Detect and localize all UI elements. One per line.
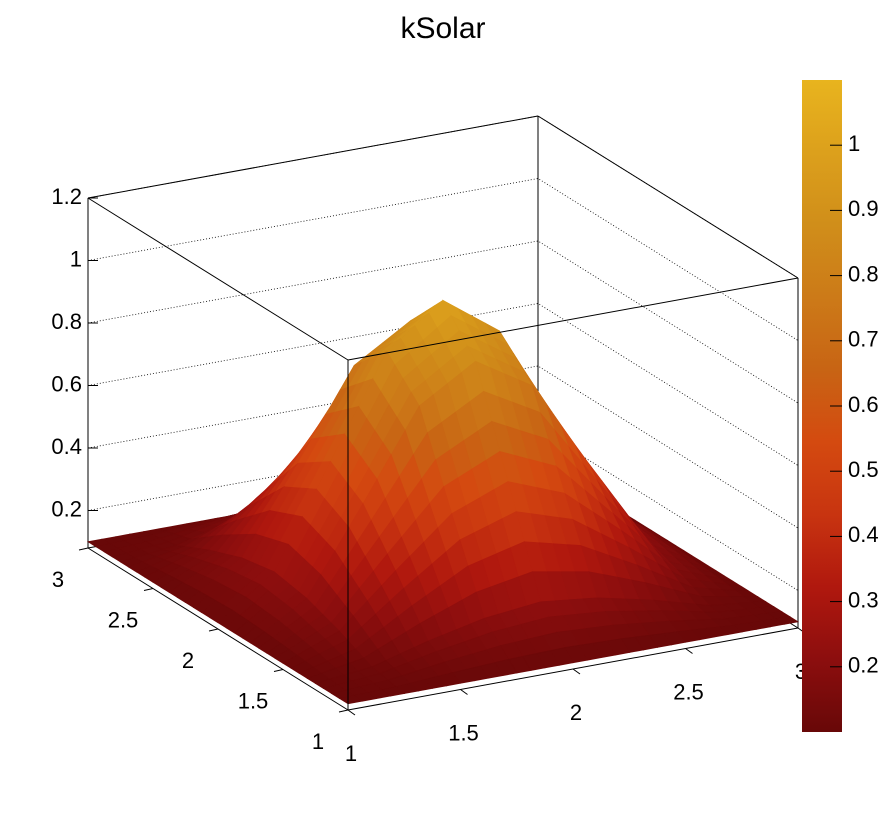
surface — [86, 299, 800, 705]
y-tick-label: 1 — [312, 729, 324, 754]
z-tick-label: 1.2 — [51, 184, 82, 209]
x-tick-label: 1 — [345, 741, 357, 766]
box-edge — [347, 277, 799, 361]
x-tick-label: 2 — [570, 700, 582, 725]
color-bar-tick-label: 0.3 — [848, 587, 879, 612]
box-edge — [87, 197, 349, 361]
x-tick-label: 2.5 — [673, 679, 704, 704]
x-tick — [347, 709, 356, 716]
box-edge — [537, 115, 799, 279]
color-bar-tick-label: 0.5 — [848, 457, 879, 482]
x-tick — [460, 689, 468, 695]
x-tick — [572, 668, 581, 675]
y-tick — [208, 628, 219, 632]
z-tick-label: 0.6 — [51, 371, 82, 396]
z-tick-label: 1 — [70, 246, 82, 271]
y-tick — [273, 669, 284, 672]
z-tick-label: 0.8 — [51, 309, 82, 334]
z-tick-label: 0.4 — [51, 434, 82, 459]
grid-line — [87, 115, 799, 279]
surface-patch — [338, 695, 364, 705]
color-bar-tick-label: 0.7 — [848, 327, 879, 352]
y-tick-label: 1.5 — [238, 688, 269, 713]
x-tick — [685, 648, 693, 654]
y-tick — [338, 709, 349, 713]
y-tick-label: 2.5 — [108, 607, 139, 632]
color-bar-tick-label: 0.2 — [848, 653, 879, 678]
y-tick-label: 3 — [52, 567, 64, 592]
y-tick — [143, 588, 154, 591]
color-bar-tick-label: 0.8 — [848, 261, 879, 286]
chart-title: kSolar — [400, 12, 485, 45]
color-bar-tick-label: 0.9 — [848, 196, 879, 221]
y-tick — [78, 547, 89, 551]
z-tick-label: 0.2 — [51, 496, 82, 521]
color-bar-tick-label: 1 — [848, 131, 860, 156]
y-tick-label: 2 — [182, 648, 194, 673]
color-bar-tick-label: 0.6 — [848, 392, 879, 417]
color-bar: 0.2 0.3 0.4 0.5 0.6 0.7 0.8 0.9 1 — [802, 80, 879, 732]
x-tick-label: 1.5 — [448, 720, 479, 745]
color-bar-tick-label: 0.4 — [848, 522, 879, 547]
